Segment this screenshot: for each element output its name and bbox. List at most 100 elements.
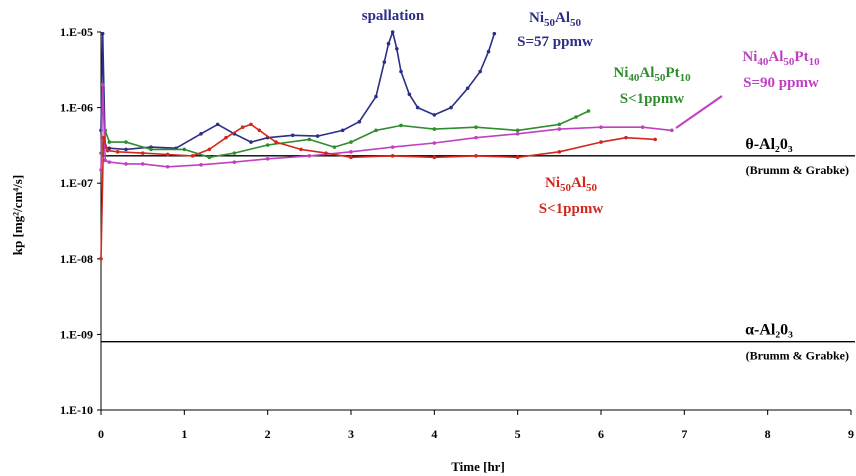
data-point	[166, 165, 170, 169]
x-tick-label: 1	[181, 427, 187, 441]
data-point	[291, 134, 295, 138]
data-point	[199, 132, 203, 136]
reference-line-label: θ-Al₂0₃	[745, 136, 792, 153]
data-point	[199, 163, 203, 167]
series-label-formula: Ni40Al50Pt10	[613, 65, 691, 84]
data-point	[493, 32, 497, 36]
series-label-formula: Ni50Al50	[529, 10, 582, 29]
data-point	[408, 92, 412, 96]
data-point	[191, 154, 195, 158]
reference-line-label: α-Al₂0₃	[745, 322, 793, 339]
data-point	[391, 154, 395, 158]
data-point	[266, 143, 270, 147]
series-label-condition: S<1ppmw	[620, 91, 685, 107]
series-0	[99, 30, 496, 151]
data-point	[208, 148, 212, 152]
data-point	[641, 125, 645, 129]
series-label-condition: S<1ppmw	[539, 201, 604, 217]
data-point	[166, 153, 170, 157]
data-point	[249, 123, 253, 127]
data-point	[106, 149, 110, 153]
data-point	[124, 162, 128, 166]
data-point	[141, 151, 145, 155]
y-tick-label: 1.E-07	[60, 176, 93, 190]
x-tick-label: 8	[765, 427, 771, 441]
x-tick-label: 2	[265, 427, 271, 441]
x-tick-label: 0	[98, 427, 104, 441]
series-label-formula: Ni40Al50Pt10	[742, 49, 820, 68]
data-point	[308, 154, 312, 158]
data-point	[466, 87, 470, 91]
data-point	[274, 140, 278, 144]
x-ticks: 0 1 2 3 4 5 6 7 8 9	[98, 410, 854, 441]
data-point	[224, 136, 228, 140]
data-point	[308, 138, 312, 142]
data-point	[558, 127, 562, 131]
series-label-formula: Ni50Al50	[545, 175, 598, 194]
data-point	[101, 32, 105, 36]
data-point	[478, 70, 482, 74]
data-point	[374, 129, 378, 133]
data-point	[149, 148, 153, 152]
data-point	[233, 160, 237, 164]
data-point	[374, 95, 378, 99]
data-point	[433, 156, 437, 160]
x-tick-label: 9	[848, 427, 854, 441]
x-tick-label: 7	[681, 427, 687, 441]
data-point	[102, 136, 106, 140]
series-line	[101, 32, 494, 149]
data-point	[124, 148, 128, 152]
data-point	[399, 70, 403, 74]
data-point	[516, 132, 520, 136]
data-point	[474, 136, 478, 140]
data-point	[487, 50, 491, 54]
data-point	[391, 30, 395, 34]
data-point	[433, 127, 437, 131]
data-point	[258, 129, 262, 133]
series-group	[99, 30, 673, 260]
data-point	[299, 148, 303, 152]
data-point	[103, 159, 107, 163]
data-point	[558, 150, 562, 154]
data-point	[516, 129, 520, 133]
x-axis-label: Time [hr]	[451, 459, 505, 474]
y-ticks: 1.E-10 1.E-09 1.E-08 1.E-07 1.E-06 1.E-05	[60, 25, 101, 417]
y-tick-label: 1.E-06	[60, 101, 93, 115]
data-point	[249, 140, 253, 144]
data-point	[599, 125, 603, 129]
x-tick-label: 4	[431, 427, 437, 441]
data-point	[108, 160, 112, 164]
data-point	[333, 145, 337, 149]
series-label-condition: S=90 ppmw	[743, 75, 819, 91]
axes	[101, 32, 851, 410]
reference-line-source: (Brumm & Grabke)	[746, 163, 849, 177]
data-point	[433, 113, 437, 117]
data-point	[670, 129, 674, 133]
data-point	[599, 140, 603, 144]
series-3	[99, 123, 657, 261]
data-point	[141, 162, 145, 166]
data-point	[349, 140, 353, 144]
data-point	[449, 106, 453, 110]
data-point	[116, 150, 120, 154]
data-point	[349, 156, 353, 160]
data-point	[474, 125, 478, 129]
x-tick-label: 6	[598, 427, 604, 441]
data-point	[349, 150, 353, 154]
x-tick-label: 3	[348, 427, 354, 441]
data-point	[416, 106, 420, 110]
data-point	[266, 157, 270, 161]
data-point	[124, 140, 128, 144]
y-axis-label: kp [mg²/cm⁴/s]	[10, 175, 25, 255]
data-point	[624, 136, 628, 140]
data-point	[358, 120, 362, 124]
x-tick-label: 5	[515, 427, 521, 441]
spallation-annotation: spallation	[362, 8, 425, 24]
series-2	[99, 83, 673, 172]
series-label-condition: S=57 ppmw	[517, 34, 593, 50]
data-point	[324, 151, 328, 155]
reference-line-source: (Brumm & Grabke)	[746, 349, 849, 363]
y-tick-label: 1.E-10	[60, 403, 93, 417]
data-point	[433, 141, 437, 145]
